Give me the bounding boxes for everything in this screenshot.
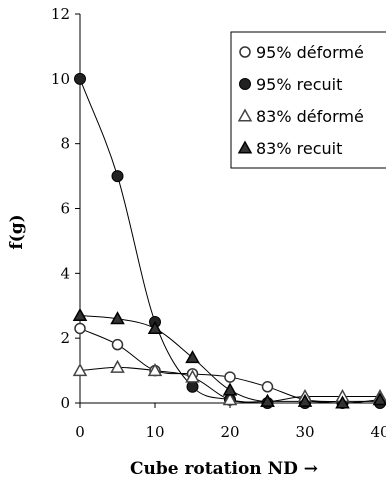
series-83-recuit-legend-marker — [237, 140, 253, 154]
series-83-deforme-point — [110, 359, 125, 373]
y-tick-label: 8 — [60, 135, 70, 153]
x-tick-label: 40 — [370, 423, 386, 441]
series-83-deforme-point — [72, 363, 88, 377]
y-tick-label: 6 — [60, 200, 70, 218]
series-83-recuit-point — [335, 395, 350, 409]
series-95-deforme-legend-marker — [239, 46, 251, 58]
series-83-deforme-legend-label: 83% déformé — [256, 107, 364, 126]
series-83-recuit-point — [72, 307, 88, 322]
series-95-deforme-point — [111, 338, 124, 351]
y-tick-label: 10 — [51, 70, 70, 88]
series-83-deforme-point — [185, 369, 200, 383]
series-83-recuit-point — [260, 393, 275, 407]
x-tick-label: 20 — [220, 423, 239, 441]
y-tick-label: 0 — [60, 394, 70, 412]
data-points — [72, 72, 386, 409]
series-83-recuit-legend-label: 83% recuit — [256, 139, 342, 158]
series-83-deforme-point — [147, 363, 163, 377]
series-83-recuit-point — [297, 393, 313, 407]
y-axis-title: f(g) — [7, 214, 27, 249]
series-95-deforme-point — [261, 381, 274, 393]
series-95-deforme-point — [74, 322, 86, 335]
series-95-recuit-curve — [79, 78, 380, 404]
series-95-recuit-point — [111, 170, 124, 183]
y-tick-label: 12 — [51, 5, 70, 23]
series-95-recuit-legend-label: 95% recuit — [256, 75, 342, 94]
y-tick-label: 4 — [60, 264, 70, 282]
series-83-recuit-point — [372, 392, 386, 406]
series-83-deforme-legend-marker — [237, 108, 253, 122]
series-83-deforme-point — [222, 392, 238, 406]
y-tick-label: 2 — [60, 329, 70, 347]
series-95-recuit-point — [186, 380, 199, 393]
series-83-recuit-point — [147, 320, 163, 334]
series-83-recuit-point — [222, 382, 238, 396]
legend-box — [230, 31, 386, 169]
x-axis-title: Cube rotation ND → — [130, 459, 318, 479]
series-95-deforme-legend-label: 95% déformé — [256, 43, 364, 62]
x-tick-label: 30 — [295, 423, 314, 441]
series-95-deforme-point — [224, 371, 236, 383]
tick-labels: 0 2 4 6 8 10 12 0 10 20 30 40 — [51, 5, 386, 441]
series-83-recuit-point — [110, 311, 125, 325]
series-95-recuit-point — [74, 72, 86, 85]
legend: 95% déformé 95% recuit 83% déformé 83% recu… — [230, 31, 386, 169]
series-95-recuit-legend-marker — [239, 78, 251, 90]
x-tick-label: 10 — [145, 423, 164, 441]
x-tick-label: 0 — [75, 423, 85, 441]
series-83-recuit-point — [185, 350, 200, 364]
